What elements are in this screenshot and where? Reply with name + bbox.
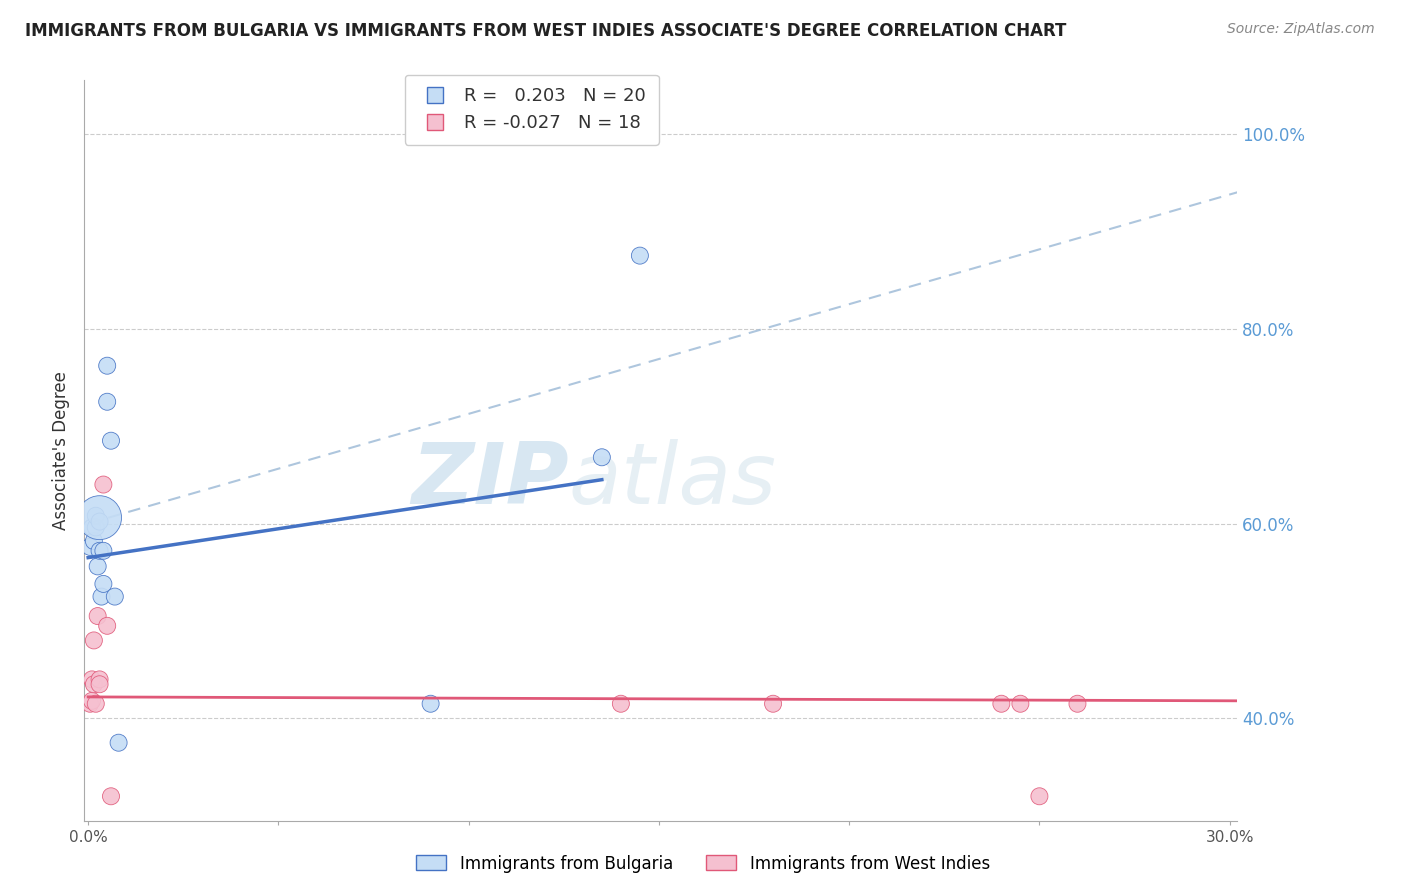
Y-axis label: Associate's Degree: Associate's Degree bbox=[52, 371, 70, 530]
Point bbox=[89, 543, 111, 558]
Point bbox=[93, 543, 115, 558]
Point bbox=[84, 520, 107, 534]
Point bbox=[107, 736, 129, 750]
Point bbox=[80, 673, 103, 687]
Point bbox=[100, 789, 122, 804]
Point bbox=[89, 515, 111, 529]
Text: Source: ZipAtlas.com: Source: ZipAtlas.com bbox=[1227, 22, 1375, 37]
Point bbox=[1010, 697, 1032, 711]
Point bbox=[83, 633, 105, 648]
Point bbox=[86, 559, 108, 574]
Point bbox=[83, 677, 105, 691]
Legend: Immigrants from Bulgaria, Immigrants from West Indies: Immigrants from Bulgaria, Immigrants fro… bbox=[409, 848, 997, 880]
Point bbox=[89, 510, 111, 524]
Point bbox=[628, 249, 651, 263]
Point bbox=[89, 677, 111, 691]
Point bbox=[100, 434, 122, 448]
Point bbox=[96, 359, 118, 373]
Point bbox=[84, 697, 107, 711]
Point bbox=[80, 694, 103, 708]
Point bbox=[1028, 789, 1050, 804]
Point bbox=[762, 697, 785, 711]
Text: IMMIGRANTS FROM BULGARIA VS IMMIGRANTS FROM WEST INDIES ASSOCIATE'S DEGREE CORRE: IMMIGRANTS FROM BULGARIA VS IMMIGRANTS F… bbox=[25, 22, 1067, 40]
Point bbox=[1066, 697, 1088, 711]
Point bbox=[93, 477, 115, 491]
Point bbox=[79, 697, 101, 711]
Legend: R =   0.203   N = 20, R = -0.027   N = 18: R = 0.203 N = 20, R = -0.027 N = 18 bbox=[405, 75, 658, 145]
Point bbox=[80, 520, 103, 534]
Point bbox=[96, 619, 118, 633]
Point bbox=[79, 540, 101, 554]
Point bbox=[90, 590, 112, 604]
Text: ZIP: ZIP bbox=[411, 439, 568, 522]
Point bbox=[591, 450, 613, 465]
Point bbox=[610, 697, 633, 711]
Point bbox=[84, 508, 107, 523]
Point bbox=[990, 697, 1012, 711]
Point bbox=[96, 394, 118, 409]
Point bbox=[93, 577, 115, 591]
Point bbox=[89, 673, 111, 687]
Point bbox=[86, 609, 108, 624]
Point bbox=[83, 534, 105, 549]
Point bbox=[419, 697, 441, 711]
Point bbox=[104, 590, 127, 604]
Text: atlas: atlas bbox=[568, 439, 776, 522]
